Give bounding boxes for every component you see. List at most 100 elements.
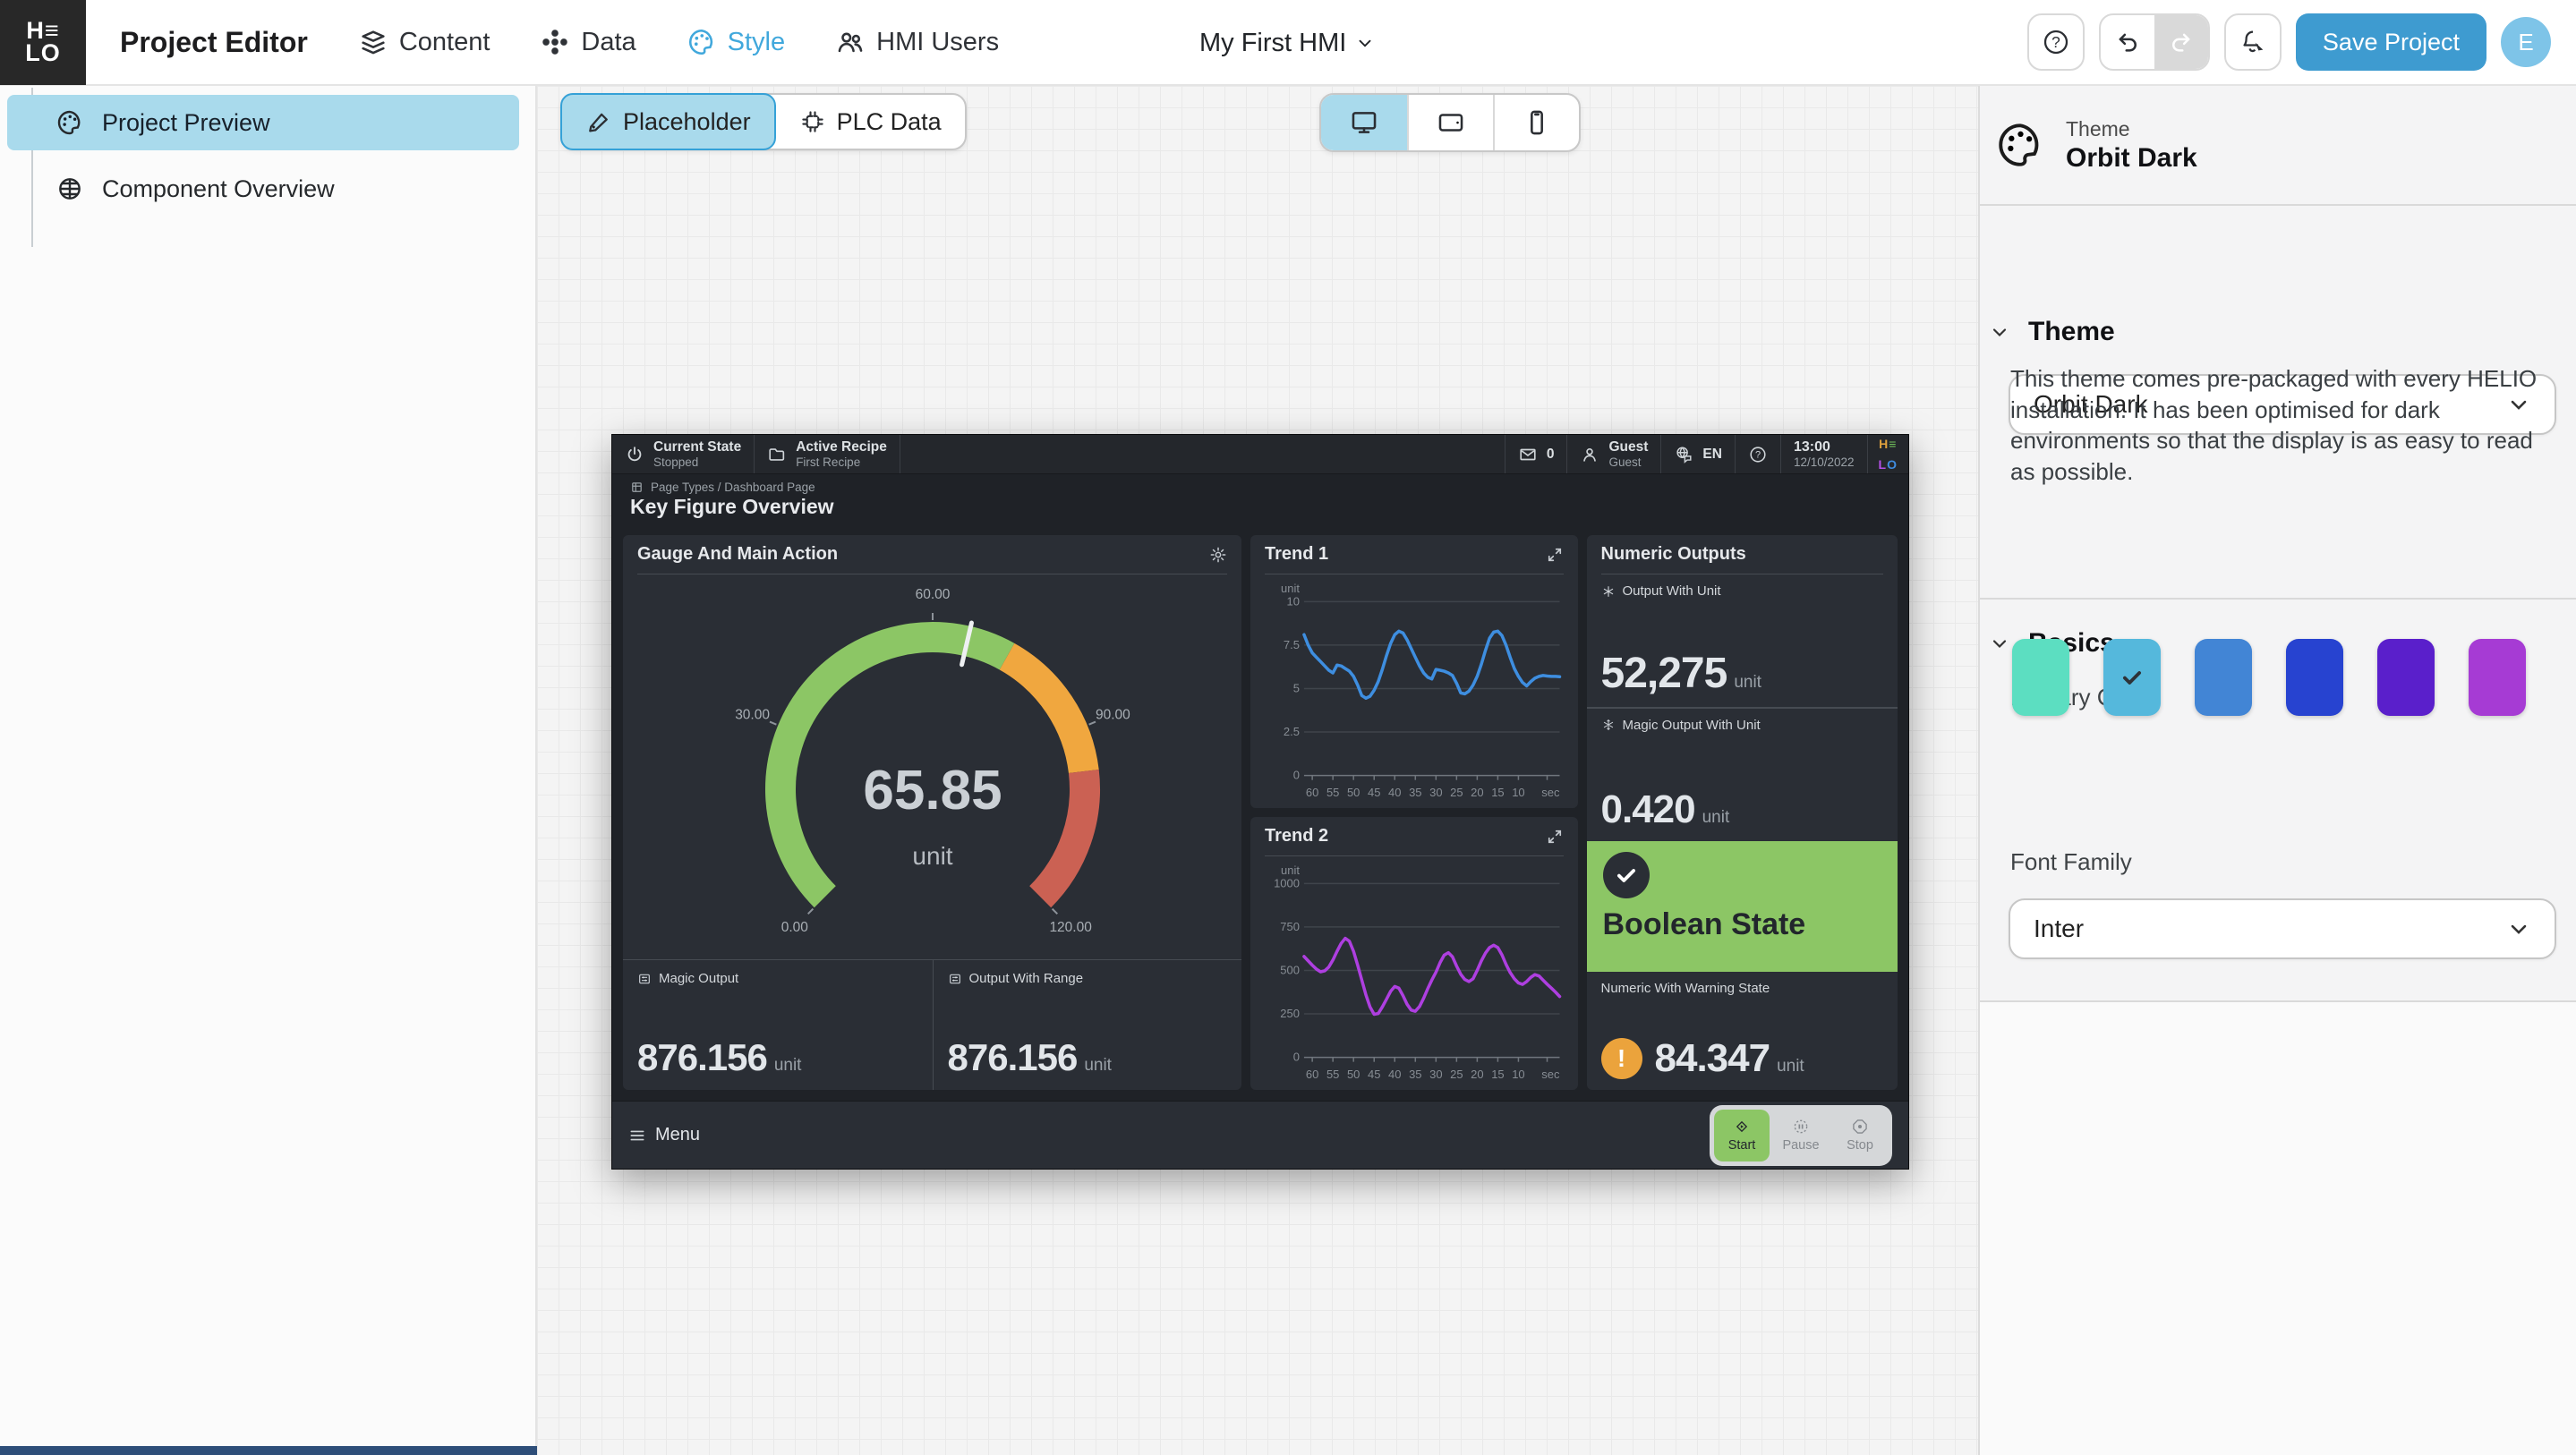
device-toggle-tablet[interactable] xyxy=(1407,95,1493,150)
fan-icon xyxy=(1603,585,1613,597)
nav-item-style[interactable]: Style xyxy=(687,27,785,57)
statusbar-current-state[interactable]: Current State Stopped xyxy=(612,435,755,473)
power-icon xyxy=(627,446,642,461)
device-toggle-desktop[interactable] xyxy=(1321,95,1407,150)
language-globe-icon xyxy=(1676,446,1692,464)
sidebar-item-component-overview[interactable]: Component Overview xyxy=(7,161,519,217)
trend2-chart: 1000 750 500 250 0 unit 60 55 50 45 40 35 30 25 20 15 10… xyxy=(1261,858,1566,1086)
svg-text:10: 10 xyxy=(1287,594,1300,608)
device-toggle-phone[interactable] xyxy=(1493,95,1579,150)
user-avatar[interactable]: E xyxy=(2501,17,2551,67)
hmi-menubar: Menu Start Pause Stop xyxy=(612,1101,1908,1169)
svg-text:5: 5 xyxy=(1293,681,1300,694)
boolean-state-card[interactable]: Boolean State xyxy=(1586,840,1898,972)
hamburger-icon xyxy=(630,1130,644,1140)
color-swatch-4[interactable] xyxy=(2377,639,2435,716)
expand-icon[interactable] xyxy=(1546,828,1564,846)
check-icon xyxy=(1616,868,1635,882)
output-label: Numeric With Warning State xyxy=(1600,980,1770,996)
color-swatch-3[interactable] xyxy=(2286,639,2343,716)
theme-description: This theme comes pre-packaged with every… xyxy=(2010,365,2538,485)
helio-logo[interactable]: H≡ LO xyxy=(0,0,86,85)
color-swatch-5[interactable] xyxy=(2469,639,2526,716)
theme-section-header[interactable]: Theme xyxy=(1989,317,2115,347)
numeric-panel-title: Numeric Outputs xyxy=(1600,544,1746,564)
svg-text:35: 35 xyxy=(1409,786,1421,799)
palette-icon xyxy=(57,110,81,135)
nav-item-hmi-users[interactable]: HMI Users xyxy=(835,27,999,57)
save-project-button[interactable]: Save Project xyxy=(2295,13,2486,71)
svg-text:15: 15 xyxy=(1491,1068,1504,1081)
svg-text:45: 45 xyxy=(1368,786,1380,799)
output-value: 84.347 xyxy=(1654,1036,1771,1080)
statusbar-help[interactable]: ? xyxy=(1734,435,1780,473)
statusbar-user[interactable]: Guest Guest xyxy=(1566,435,1660,473)
tab-placeholder[interactable]: Placeholder xyxy=(560,93,776,150)
expand-icon[interactable] xyxy=(1546,546,1564,564)
control-label: Stop xyxy=(1847,1138,1873,1153)
font-family-dropdown[interactable]: Inter xyxy=(2009,898,2556,959)
top-navbar: H≡ LO Project Editor Content Data Style … xyxy=(0,0,2576,86)
gear-icon[interactable] xyxy=(1209,546,1227,564)
chevron-down-icon xyxy=(1992,328,2007,337)
folder-icon xyxy=(769,447,785,461)
output-with-range: Output With Range 876.156 unit xyxy=(932,960,1242,1090)
statusbar-active-recipe[interactable]: Active Recipe First Recipe xyxy=(755,435,900,473)
svg-text:sec: sec xyxy=(1541,786,1560,799)
redo-button[interactable] xyxy=(2154,15,2208,69)
statusbar-clock[interactable]: 13:00 12/10/2022 xyxy=(1779,435,1867,473)
nav-label: Style xyxy=(727,27,786,56)
left-sidebar: Project Preview Component Overview xyxy=(0,86,537,1455)
hmi-menu-button[interactable]: Menu xyxy=(628,1125,700,1145)
sidebar-item-label: Project Preview xyxy=(102,108,270,136)
trend2-title: Trend 2 xyxy=(1265,826,1329,846)
time-value: 13:00 xyxy=(1793,438,1830,455)
svg-text:15: 15 xyxy=(1491,786,1504,799)
logo-bars: ≡ xyxy=(1889,436,1898,451)
recipe-label: Active Recipe xyxy=(796,438,887,455)
device-preview-toggles xyxy=(1319,93,1581,152)
svg-text:20: 20 xyxy=(1471,1068,1483,1081)
color-swatch-0[interactable] xyxy=(2012,639,2069,716)
editor-canvas[interactable]: Placeholder PLC Data Current State Stopp… xyxy=(537,86,1978,1455)
nav-item-data[interactable]: Data xyxy=(540,27,636,57)
output-value: 876.156 xyxy=(637,1036,768,1078)
help-button[interactable]: ? xyxy=(2026,13,2085,71)
hmi-page-header: Page Types / Dashboard Page Key Figure O… xyxy=(612,474,1908,524)
logo-o: O xyxy=(1887,456,1898,472)
snowflake-icon xyxy=(1603,719,1613,730)
output-value: 52,275 xyxy=(1600,650,1728,697)
svg-text:unit: unit xyxy=(1281,582,1300,595)
check-icon xyxy=(2123,671,2141,685)
hmi-statusbar: Current State Stopped Active Recipe Firs… xyxy=(612,435,1908,474)
start-button[interactable]: Start xyxy=(1714,1109,1770,1161)
tablet-icon xyxy=(1438,114,1463,132)
nav-label: Data xyxy=(581,27,636,56)
trend1-panel: Trend 1 10 7.5 5 2.5 0 unit 60 55 50 45 40 35 30 25 20… xyxy=(1250,535,1578,808)
statusbar-language[interactable]: EN xyxy=(1660,435,1735,473)
statusbar-messages[interactable]: 0 xyxy=(1504,435,1567,473)
undo-icon xyxy=(2119,33,2137,52)
trend2-panel: Trend 2 1000 750 500 250 0 unit 60 55 50 45 40 35 30… xyxy=(1250,817,1578,1090)
svg-text:30.00: 30.00 xyxy=(735,708,770,723)
svg-text:unit: unit xyxy=(1281,864,1300,877)
nav-label: Content xyxy=(398,27,490,56)
project-selector[interactable]: My First HMI xyxy=(1199,0,1375,86)
nav-item-content[interactable]: Content xyxy=(358,27,490,57)
phone-icon xyxy=(1531,110,1543,135)
pause-button[interactable]: Pause xyxy=(1773,1110,1829,1161)
date-value: 12/10/2022 xyxy=(1793,455,1855,469)
tab-plc-data[interactable]: PLC Data xyxy=(776,95,965,149)
slider-icon xyxy=(639,974,650,983)
theme-header: Theme Orbit Dark xyxy=(1980,86,2576,206)
stop-button[interactable]: Stop xyxy=(1832,1110,1888,1161)
tab-label: Placeholder xyxy=(623,107,751,135)
color-swatch-1[interactable] xyxy=(2103,639,2161,716)
mail-icon xyxy=(1520,448,1536,460)
theme-dropdown[interactable]: Orbit Dark xyxy=(2009,374,2556,435)
undo-button[interactable] xyxy=(2101,15,2154,69)
notifications-button[interactable] xyxy=(2223,13,2282,71)
project-name: My First HMI xyxy=(1199,28,1347,57)
sidebar-item-project-preview[interactable]: Project Preview xyxy=(7,95,519,150)
color-swatch-2[interactable] xyxy=(2195,639,2252,716)
